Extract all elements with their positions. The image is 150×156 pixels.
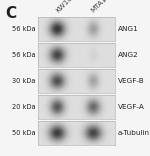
Text: 56 kDa: 56 kDa	[12, 52, 36, 58]
Text: 56 kDa: 56 kDa	[12, 26, 36, 32]
Text: KW10: KW10	[55, 0, 74, 14]
Text: 20 kDa: 20 kDa	[12, 104, 36, 110]
Text: 50 kDa: 50 kDa	[12, 130, 36, 136]
Text: VEGF-A: VEGF-A	[118, 104, 145, 110]
Text: C: C	[5, 6, 16, 21]
Text: VEGF-B: VEGF-B	[118, 78, 145, 84]
Text: a-Tubulin: a-Tubulin	[118, 130, 150, 136]
Text: ANG2: ANG2	[118, 52, 139, 58]
Text: ANG1: ANG1	[118, 26, 139, 32]
Text: 30 kDa: 30 kDa	[12, 78, 36, 84]
Text: MTA10: MTA10	[90, 0, 111, 14]
